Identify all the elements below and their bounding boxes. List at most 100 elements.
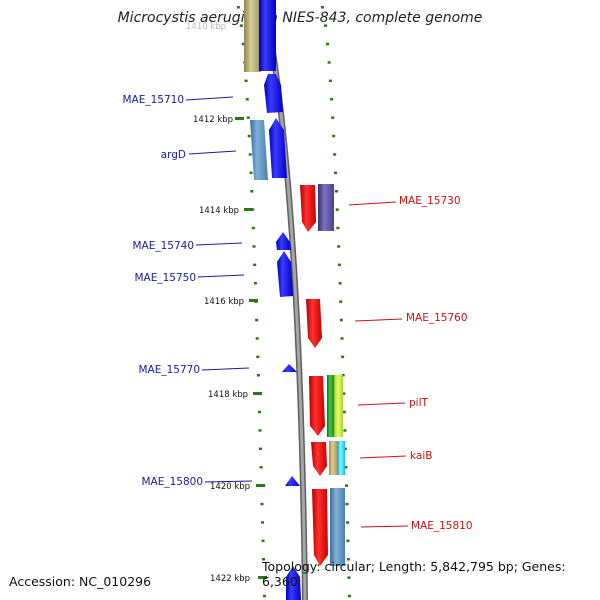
track-tick	[258, 429, 262, 432]
track-tick	[333, 153, 337, 156]
label-MAE_15750[interactable]: MAE_15750	[134, 272, 196, 284]
track-tick	[342, 392, 346, 395]
gene-purple-15730[interactable]	[318, 184, 334, 231]
track-tick	[248, 153, 252, 156]
gene-MAE_15760[interactable]	[306, 299, 322, 348]
gene-pilT[interactable]	[309, 376, 325, 436]
track-tick	[249, 171, 253, 175]
track-tick	[335, 208, 339, 211]
scale-label-1412: 1412 kbp	[193, 115, 233, 125]
gene-tan-kaiB[interactable]	[329, 441, 337, 475]
track-tick	[345, 502, 349, 506]
tick-tracks	[236, 6, 351, 598]
gene-kaiB[interactable]	[311, 442, 327, 476]
track-tick	[255, 337, 259, 340]
track-tick	[339, 300, 343, 303]
track-tick	[330, 98, 334, 101]
track-tick	[324, 24, 327, 27]
track-tick	[251, 226, 255, 230]
gene-olive-top[interactable]	[244, 0, 261, 72]
track-tick	[247, 134, 251, 138]
label-MAE_15730[interactable]: MAE_15730	[399, 195, 461, 207]
gene-steel-15810[interactable]	[330, 488, 345, 566]
track-tick	[336, 226, 340, 230]
track-tick	[341, 374, 345, 377]
track-tick	[244, 79, 248, 83]
scale-label-1420: 1420 kbp	[210, 482, 250, 492]
track-tick	[261, 539, 265, 543]
gene-steel-argD-left[interactable]	[250, 120, 268, 180]
label-MAE_15760[interactable]: MAE_15760	[406, 312, 468, 324]
track-tick	[241, 42, 245, 46]
track-tick	[337, 263, 341, 267]
track-tick	[259, 466, 263, 469]
gene-bottom-blue[interactable]	[286, 566, 301, 600]
track-tick	[262, 594, 266, 598]
track-tick	[341, 355, 345, 359]
track-tick	[262, 558, 265, 561]
scale-ticks	[235, 117, 267, 579]
track-tick	[332, 134, 336, 138]
genome-summary-text: Topology: circular; Length: 5,842,795 bp…	[262, 559, 566, 589]
track-tick	[347, 594, 351, 598]
gene-MAE_15750[interactable]	[277, 251, 293, 297]
track-tick	[331, 116, 335, 119]
track-tick	[340, 337, 344, 340]
gene-MAE_15800[interactable]	[285, 476, 300, 486]
track-tick	[321, 6, 324, 9]
track-tick	[346, 521, 349, 524]
map-title: Microcystis aeruginosa NIES-843, complet…	[117, 10, 483, 26]
label-kaiB[interactable]: kaiB	[410, 450, 432, 462]
scale-label-1416: 1416 kbp	[204, 297, 244, 307]
track-tick	[239, 24, 243, 27]
label-argD[interactable]: argD	[161, 149, 186, 161]
track-tick	[343, 429, 347, 432]
track-tick	[346, 539, 350, 543]
track-tick	[255, 318, 259, 322]
track-tick	[342, 410, 346, 414]
track-tick	[326, 42, 329, 46]
track-tick	[256, 374, 260, 377]
label-pilT[interactable]: pilT	[409, 397, 428, 409]
track-tick	[253, 263, 257, 267]
gene-MAE_15740[interactable]	[276, 232, 291, 250]
track-tick	[245, 98, 249, 101]
scale-label-1414: 1414 kbp	[199, 206, 239, 216]
track-tick	[334, 190, 338, 193]
track-tick	[253, 282, 257, 285]
label-MAE_15800[interactable]: MAE_15800	[141, 476, 203, 488]
gene-lime-pilT[interactable]	[334, 375, 343, 437]
track-tick	[246, 116, 250, 119]
label-MAE_15770[interactable]: MAE_15770	[138, 364, 200, 376]
track-tick	[252, 245, 256, 248]
gene-MAE_15730[interactable]	[300, 185, 316, 232]
gene-argD[interactable]	[269, 118, 287, 178]
track-tick	[256, 355, 260, 359]
scale-label-1410: 1410 kbp	[186, 22, 226, 32]
gene-cyan-kaiB[interactable]	[337, 441, 345, 475]
track-tick	[327, 61, 331, 64]
gene-MAE_15810[interactable]	[312, 489, 328, 566]
track-tick	[328, 79, 332, 83]
accession-text: Accession: NC_010296	[9, 574, 152, 589]
gene-MAE_15770[interactable]	[282, 364, 297, 372]
track-tick	[236, 6, 240, 9]
track-tick	[334, 171, 337, 175]
track-tick	[338, 282, 342, 285]
track-tick	[346, 558, 350, 561]
track-tick	[261, 521, 264, 524]
scale-label-1422: 1422 kbp	[210, 574, 250, 584]
label-MAE_15710[interactable]: MAE_15710	[122, 94, 184, 106]
scale-label-1418: 1418 kbp	[208, 390, 248, 400]
label-MAE_15740[interactable]: MAE_15740	[132, 240, 194, 252]
label-MAE_15810[interactable]: MAE_15810	[411, 520, 473, 532]
track-tick	[344, 466, 348, 469]
gene-blue-top[interactable]	[259, 0, 276, 71]
track-tick	[260, 502, 264, 506]
track-tick	[345, 484, 348, 487]
track-tick	[250, 190, 254, 193]
gene-green-pilT[interactable]	[327, 375, 334, 437]
gene-MAE_15710[interactable]	[264, 74, 283, 113]
track-tick	[347, 576, 351, 579]
